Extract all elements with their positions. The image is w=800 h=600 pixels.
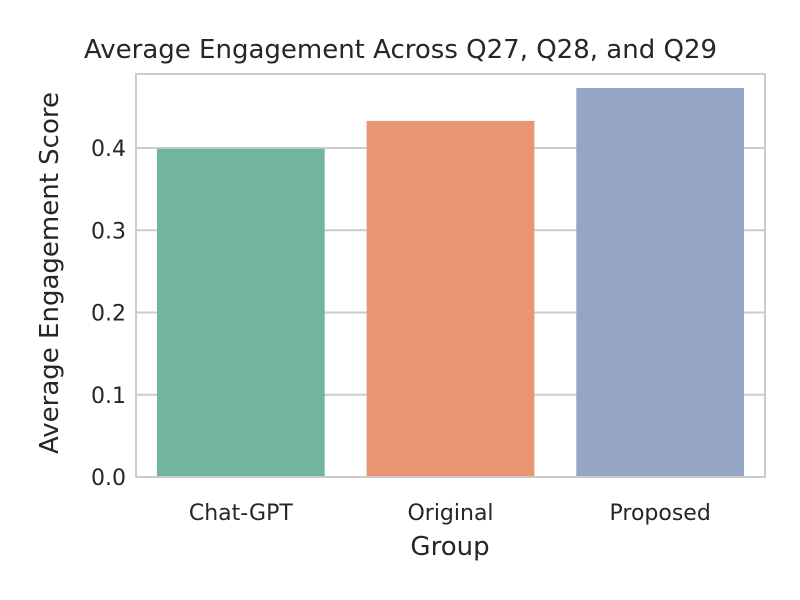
y-tick-label: 0.2 [91, 302, 126, 327]
bar-original [366, 120, 535, 478]
y-tick-label: 0.1 [91, 384, 126, 409]
bars [156, 87, 745, 478]
chart-title: Average Engagement Across Q27, Q28, and … [84, 35, 717, 65]
y-tick-labels: 0.0 0.1 0.2 0.3 0.4 [91, 137, 126, 491]
x-tick-labels: Chat-GPT Original Proposed [189, 501, 711, 526]
bar-chat-gpt [156, 148, 325, 478]
y-tick-label: 0.0 [91, 466, 126, 491]
x-tick-label: Original [407, 501, 493, 526]
plot-frame [135, 73, 766, 478]
bar-proposed [576, 87, 745, 478]
y-axis-label: Average Engagement Score [35, 92, 65, 454]
y-tick-label: 0.3 [91, 219, 126, 244]
x-tick-label: Proposed [610, 501, 711, 526]
x-tick-label: Chat-GPT [189, 501, 293, 526]
x-axis-label: Group [410, 532, 489, 562]
y-tick-label: 0.4 [91, 137, 126, 162]
